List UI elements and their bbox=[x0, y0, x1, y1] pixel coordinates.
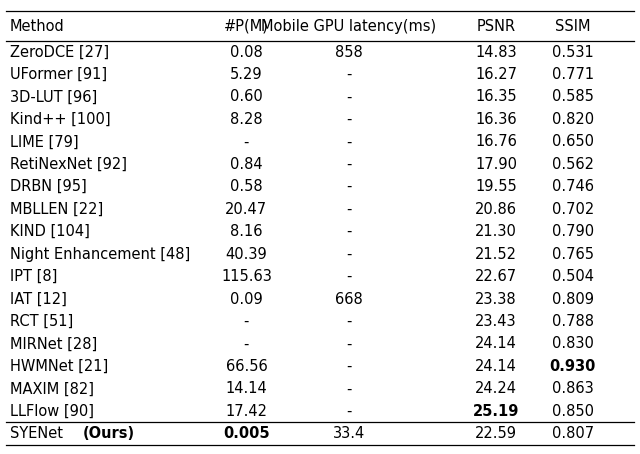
Text: 33.4: 33.4 bbox=[333, 426, 365, 441]
Text: 21.30: 21.30 bbox=[475, 224, 517, 239]
Text: LIME [79]: LIME [79] bbox=[10, 134, 78, 149]
Text: 23.38: 23.38 bbox=[475, 291, 517, 306]
Text: 14.14: 14.14 bbox=[225, 381, 268, 396]
Text: -: - bbox=[346, 179, 351, 194]
Text: 0.863: 0.863 bbox=[552, 381, 594, 396]
Text: 40.39: 40.39 bbox=[225, 247, 268, 262]
Text: 0.790: 0.790 bbox=[552, 224, 594, 239]
Text: 0.930: 0.930 bbox=[550, 359, 596, 374]
Text: 0.809: 0.809 bbox=[552, 291, 594, 306]
Text: Kind++ [100]: Kind++ [100] bbox=[10, 112, 110, 127]
Text: #P(M): #P(M) bbox=[224, 19, 269, 34]
Text: 0.820: 0.820 bbox=[552, 112, 594, 127]
Text: 20.47: 20.47 bbox=[225, 202, 268, 217]
Text: 115.63: 115.63 bbox=[221, 269, 272, 284]
Text: -: - bbox=[346, 247, 351, 262]
Text: -: - bbox=[346, 157, 351, 172]
Text: 668: 668 bbox=[335, 291, 363, 306]
Text: -: - bbox=[346, 314, 351, 329]
Text: RetiNexNet [92]: RetiNexNet [92] bbox=[10, 157, 127, 172]
Text: DRBN [95]: DRBN [95] bbox=[10, 179, 86, 194]
Text: (Ours): (Ours) bbox=[83, 426, 135, 441]
Text: SSIM: SSIM bbox=[555, 19, 591, 34]
Text: 8.28: 8.28 bbox=[230, 112, 262, 127]
Text: 16.35: 16.35 bbox=[475, 89, 517, 104]
Text: Night Enhancement [48]: Night Enhancement [48] bbox=[10, 247, 190, 262]
Text: -: - bbox=[346, 269, 351, 284]
Text: Method: Method bbox=[10, 19, 65, 34]
Text: 23.43: 23.43 bbox=[475, 314, 517, 329]
Text: -: - bbox=[346, 404, 351, 419]
Text: -: - bbox=[244, 134, 249, 149]
Text: 0.09: 0.09 bbox=[230, 291, 263, 306]
Text: IAT [12]: IAT [12] bbox=[10, 291, 67, 306]
Text: 16.27: 16.27 bbox=[475, 67, 517, 82]
Text: 20.86: 20.86 bbox=[475, 202, 517, 217]
Text: 0.788: 0.788 bbox=[552, 314, 594, 329]
Text: 0.531: 0.531 bbox=[552, 44, 594, 59]
Text: RCT [51]: RCT [51] bbox=[10, 314, 73, 329]
Text: -: - bbox=[244, 314, 249, 329]
Text: ZeroDCE [27]: ZeroDCE [27] bbox=[10, 44, 109, 59]
Text: HWMNet [21]: HWMNet [21] bbox=[10, 359, 108, 374]
Text: 0.504: 0.504 bbox=[552, 269, 594, 284]
Text: 0.585: 0.585 bbox=[552, 89, 594, 104]
Text: -: - bbox=[346, 112, 351, 127]
Text: 858: 858 bbox=[335, 44, 363, 59]
Text: 0.807: 0.807 bbox=[552, 426, 594, 441]
Text: 24.24: 24.24 bbox=[475, 381, 517, 396]
Text: 0.005: 0.005 bbox=[223, 426, 269, 441]
Text: 17.42: 17.42 bbox=[225, 404, 268, 419]
Text: 22.59: 22.59 bbox=[475, 426, 517, 441]
Text: 0.850: 0.850 bbox=[552, 404, 594, 419]
Text: 0.84: 0.84 bbox=[230, 157, 262, 172]
Text: 24.14: 24.14 bbox=[475, 359, 517, 374]
Text: 0.746: 0.746 bbox=[552, 179, 594, 194]
Text: 0.702: 0.702 bbox=[552, 202, 594, 217]
Text: MAXIM [82]: MAXIM [82] bbox=[10, 381, 93, 396]
Text: 0.562: 0.562 bbox=[552, 157, 594, 172]
Text: -: - bbox=[346, 336, 351, 351]
Text: -: - bbox=[346, 381, 351, 396]
Text: -: - bbox=[244, 336, 249, 351]
Text: 17.90: 17.90 bbox=[475, 157, 517, 172]
Text: 19.55: 19.55 bbox=[475, 179, 517, 194]
Text: SYENet: SYENet bbox=[10, 426, 65, 441]
Text: -: - bbox=[346, 89, 351, 104]
Text: Mobile GPU latency(ms): Mobile GPU latency(ms) bbox=[261, 19, 436, 34]
Text: 24.14: 24.14 bbox=[475, 336, 517, 351]
Text: 21.52: 21.52 bbox=[475, 247, 517, 262]
Text: 0.650: 0.650 bbox=[552, 134, 594, 149]
Text: -: - bbox=[346, 359, 351, 374]
Text: UFormer [91]: UFormer [91] bbox=[10, 67, 107, 82]
Text: 0.771: 0.771 bbox=[552, 67, 594, 82]
Text: KIND [104]: KIND [104] bbox=[10, 224, 90, 239]
Text: -: - bbox=[346, 202, 351, 217]
Text: 5.29: 5.29 bbox=[230, 67, 262, 82]
Text: LLFlow [90]: LLFlow [90] bbox=[10, 404, 93, 419]
Text: 0.08: 0.08 bbox=[230, 44, 263, 59]
Text: -: - bbox=[346, 67, 351, 82]
Text: 16.76: 16.76 bbox=[475, 134, 517, 149]
Text: 0.830: 0.830 bbox=[552, 336, 594, 351]
Text: MIRNet [28]: MIRNet [28] bbox=[10, 336, 97, 351]
Text: 66.56: 66.56 bbox=[225, 359, 268, 374]
Text: PSNR: PSNR bbox=[476, 19, 516, 34]
Text: MBLLEN [22]: MBLLEN [22] bbox=[10, 202, 103, 217]
Text: 0.765: 0.765 bbox=[552, 247, 594, 262]
Text: 3D-LUT [96]: 3D-LUT [96] bbox=[10, 89, 97, 104]
Text: 8.16: 8.16 bbox=[230, 224, 262, 239]
Text: 0.60: 0.60 bbox=[230, 89, 263, 104]
Text: -: - bbox=[346, 224, 351, 239]
Text: 25.19: 25.19 bbox=[473, 404, 519, 419]
Text: 0.58: 0.58 bbox=[230, 179, 262, 194]
Text: IPT [8]: IPT [8] bbox=[10, 269, 57, 284]
Text: 16.36: 16.36 bbox=[475, 112, 517, 127]
Text: -: - bbox=[346, 134, 351, 149]
Text: 14.83: 14.83 bbox=[475, 44, 517, 59]
Text: 22.67: 22.67 bbox=[475, 269, 517, 284]
